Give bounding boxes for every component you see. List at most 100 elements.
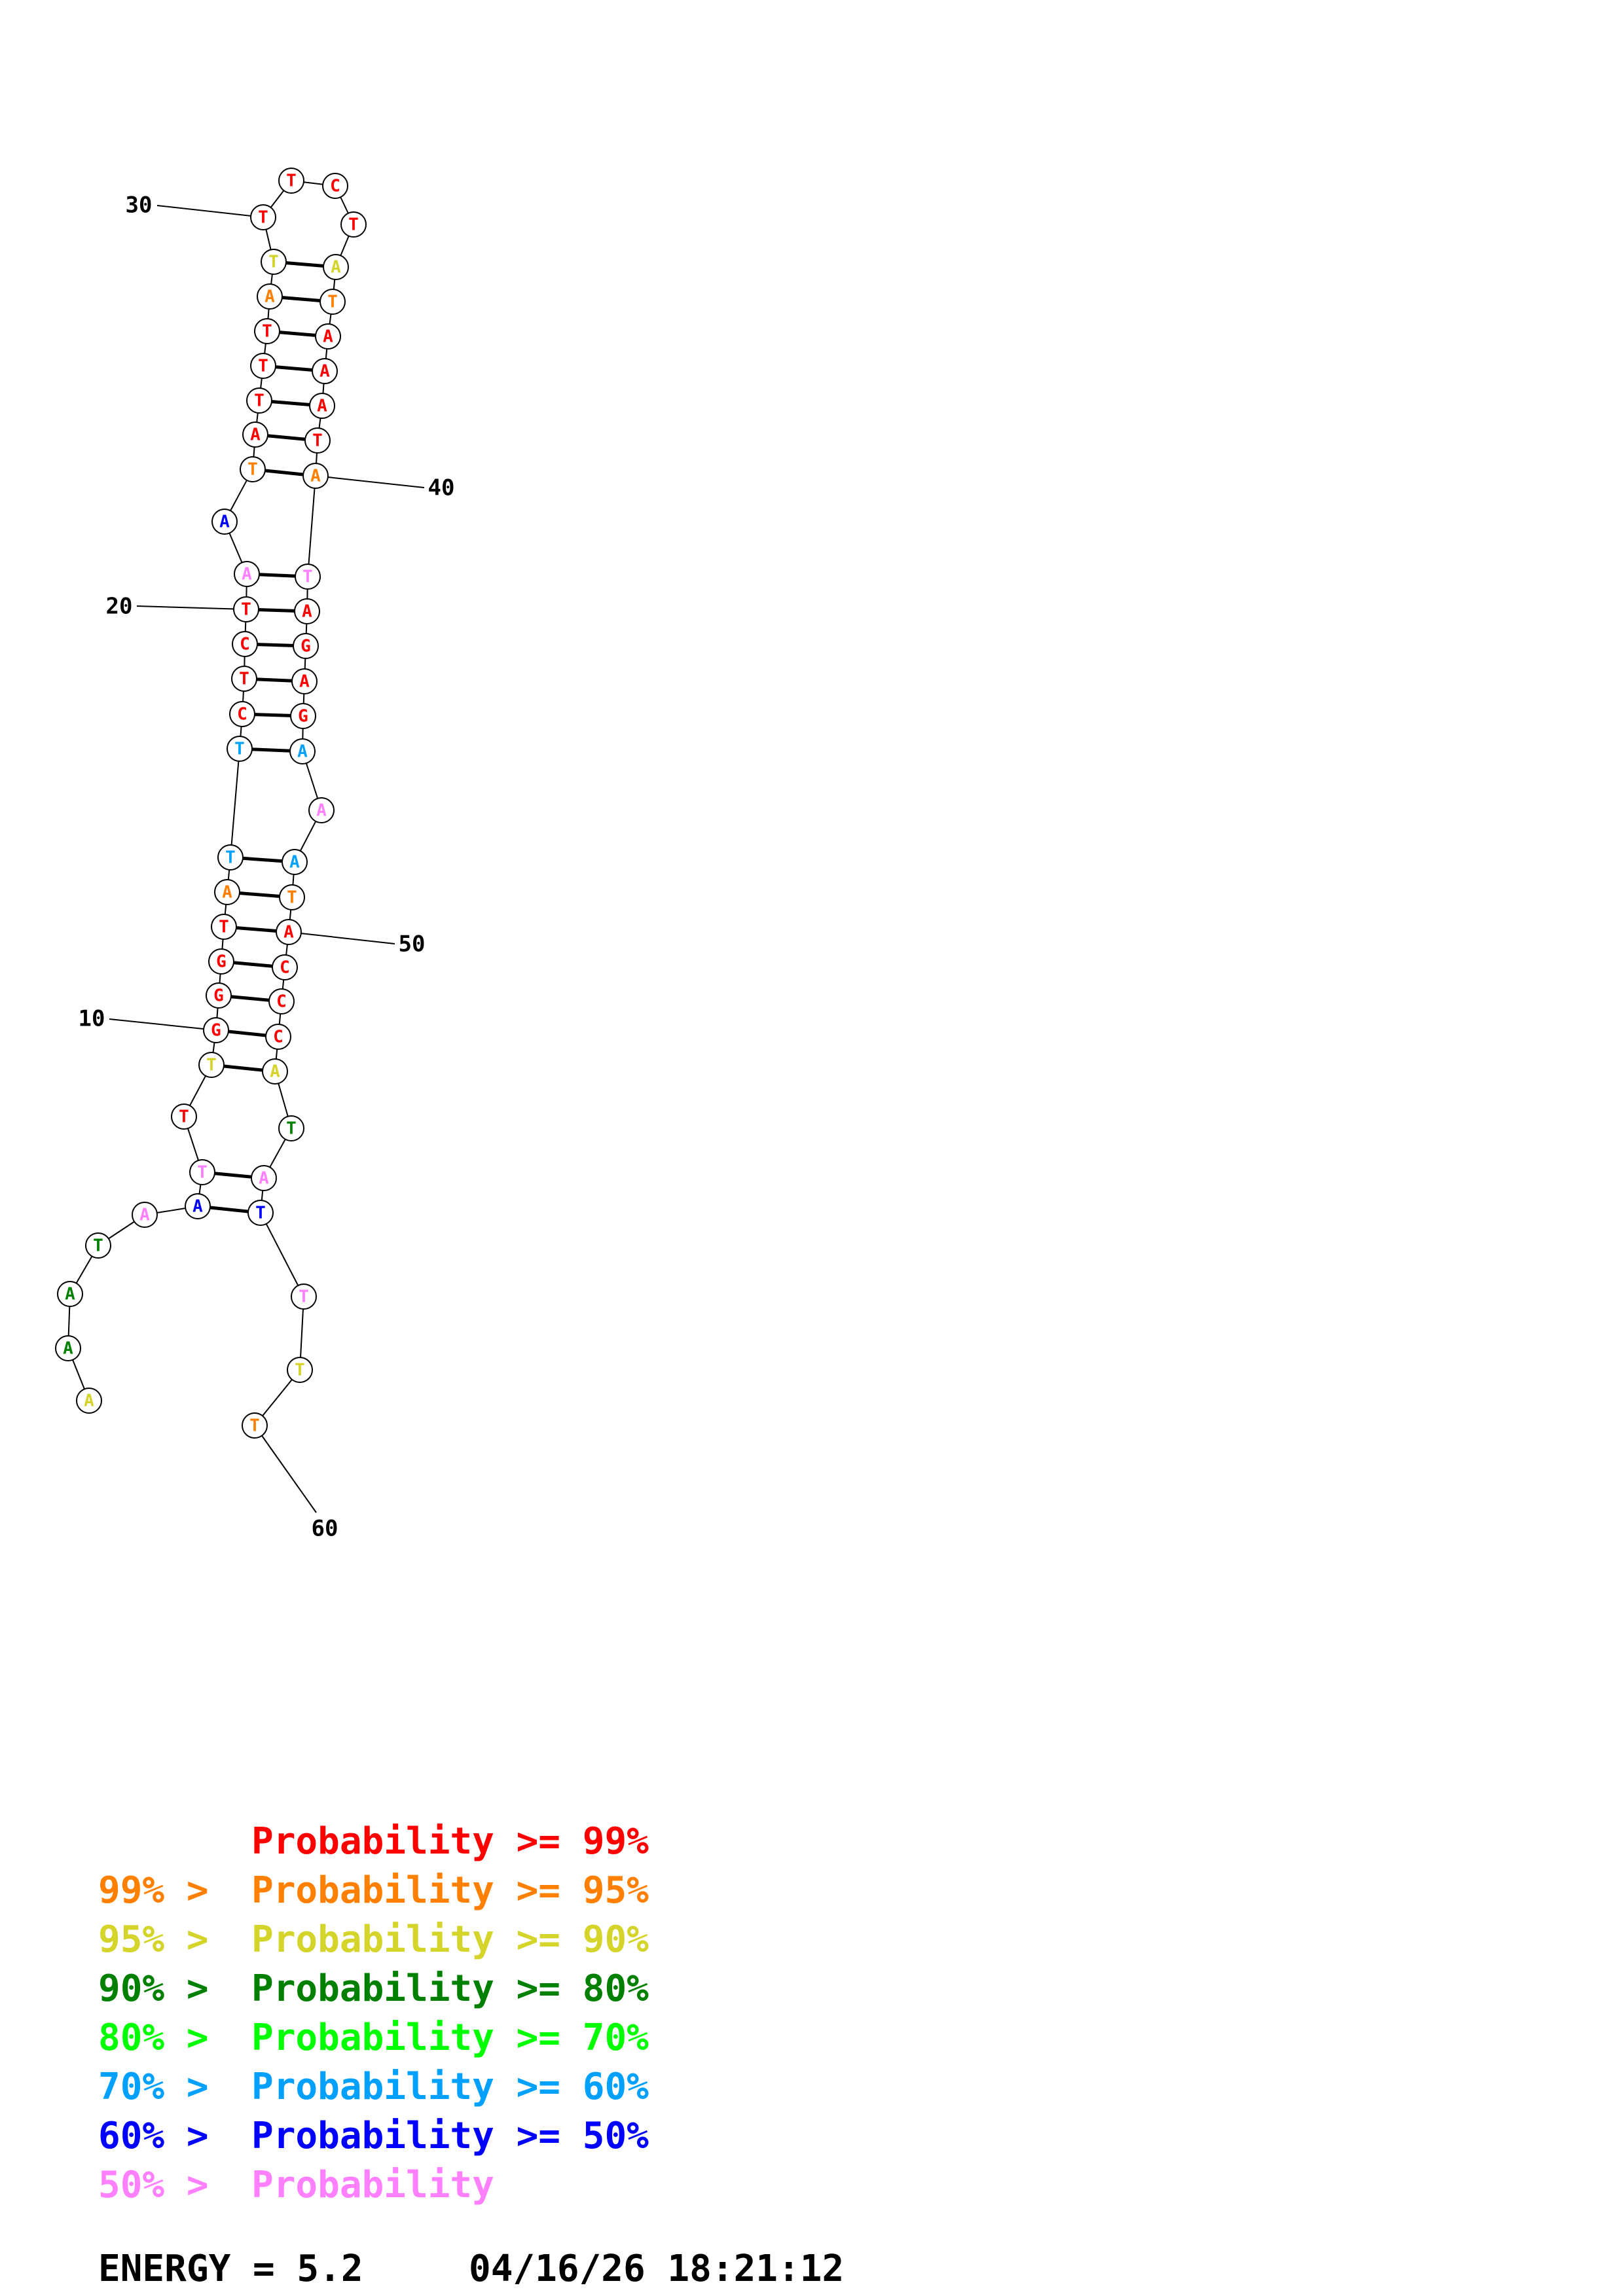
- nucleotide: T: [261, 249, 287, 275]
- probability-legend: Probability >= 99% 99% > Probability >= 9…: [98, 1820, 649, 2206]
- nucleotide: T: [85, 1232, 111, 1259]
- nucleotide: T: [250, 204, 276, 230]
- nucleotide-circle: [242, 422, 268, 448]
- nucleotide-circle: [240, 456, 266, 482]
- nucleotide-base: A: [299, 672, 310, 692]
- legend-prefix: 50% >: [98, 2164, 230, 2206]
- nucleotide: T: [227, 736, 253, 762]
- nucleotide-circle: [185, 1193, 211, 1219]
- nucleotide-circle: [227, 736, 253, 762]
- nucleotide-circle: [322, 173, 348, 199]
- nucleotide: A: [55, 1335, 81, 1361]
- position-label: 10: [79, 1006, 105, 1032]
- nucleotide-circle: [206, 982, 232, 1009]
- nucleotide-base: A: [259, 1169, 269, 1189]
- nucleotide-base: A: [323, 327, 333, 347]
- nucleotide-base: T: [197, 1163, 208, 1183]
- nucleotide-base: G: [216, 952, 227, 972]
- nucleotide-circle: [340, 211, 367, 238]
- nucleotide: T: [279, 884, 305, 910]
- nucleotide-base: T: [247, 460, 258, 480]
- nucleotide-circle: [203, 1017, 229, 1043]
- nucleotide-base: G: [213, 986, 224, 1006]
- position-label: 50: [399, 931, 426, 958]
- nucleotide: A: [185, 1193, 211, 1219]
- nucleotide: T: [250, 353, 276, 379]
- nucleotide: A: [234, 561, 260, 587]
- legend-entry: 60% > Probability >= 50%: [98, 2115, 649, 2157]
- nucleotide: T: [304, 427, 331, 454]
- nucleotide: T: [198, 1052, 225, 1078]
- nucleotide-base: G: [298, 707, 308, 726]
- nucleotide-base: A: [331, 258, 341, 278]
- nucleotide-circle: [304, 427, 331, 454]
- nucleotide-base: C: [240, 635, 250, 655]
- nucleotide: A: [294, 598, 320, 624]
- position-labels: 10 20 30 40 50 60: [79, 192, 455, 1542]
- nucleotide-base: T: [249, 1416, 260, 1436]
- nucleotide-circle: [315, 323, 341, 350]
- nucleotide-base: G: [211, 1021, 221, 1041]
- legend-entry: 99% > Probability >= 95%: [98, 1869, 649, 1912]
- nucleotide-base: A: [302, 602, 312, 622]
- nucleotide-base: T: [327, 293, 338, 312]
- nucleotide-base: T: [255, 1204, 266, 1223]
- legend-prefix: 80% >: [98, 2017, 230, 2059]
- nucleotide-base: T: [295, 1361, 305, 1380]
- nucleotide: A: [289, 738, 316, 764]
- nucleotide: G: [293, 633, 319, 659]
- nucleotide: A: [57, 1281, 83, 1307]
- position-leader-line: [254, 1425, 317, 1513]
- nucleotide-circle: [171, 1103, 197, 1130]
- nucleotide: T: [189, 1159, 215, 1185]
- nucleotide: T: [246, 387, 272, 414]
- position-leader-line: [288, 931, 395, 944]
- nucleotide-base: T: [286, 171, 297, 191]
- nucleotide-circle: [289, 738, 316, 764]
- position-label: 20: [106, 594, 133, 620]
- nucleotide-circle: [278, 1115, 304, 1141]
- nucleotide-circle: [247, 1200, 274, 1226]
- nucleotide-base: C: [237, 705, 247, 725]
- nucleotide-base: A: [319, 362, 330, 382]
- nucleotide-circle: [251, 1165, 277, 1191]
- nucleotide: T: [278, 1115, 304, 1141]
- nucleotide-circle: [250, 353, 276, 379]
- nucleotide-circle: [272, 954, 298, 980]
- nucleotide-circle: [208, 948, 234, 975]
- legend-prefix: 90% >: [98, 1967, 230, 2010]
- nucleotide-circle: [233, 596, 259, 622]
- nucleotide-base: A: [65, 1285, 75, 1304]
- backbone-segment: [230, 748, 240, 858]
- nucleotide: A: [76, 1388, 102, 1414]
- nucleotide-circle: [232, 631, 258, 657]
- nucleotide-base: A: [192, 1197, 203, 1217]
- nucleotide-base: A: [222, 883, 232, 903]
- nucleotide: A: [315, 323, 341, 350]
- nucleotide: A: [276, 919, 302, 945]
- nucleotide-circle: [278, 168, 304, 194]
- nucleotide: T: [291, 1283, 317, 1310]
- position-leader-line: [315, 475, 425, 488]
- nucleotide-circle: [211, 509, 238, 535]
- nucleotide-circle: [257, 283, 283, 310]
- nucleotide-base: T: [239, 670, 249, 689]
- nucleotide-circle: [231, 666, 257, 692]
- legend-label: Probability >= 80%: [251, 1967, 649, 2010]
- nucleotide-base: A: [317, 397, 327, 416]
- nucleotide-circle: [276, 919, 302, 945]
- nucleotide-base: C: [280, 958, 290, 978]
- nucleotide-base: A: [289, 853, 300, 872]
- nucleotide: T: [340, 211, 367, 238]
- nucleotide-circle: [132, 1202, 158, 1228]
- nucleotide-base: A: [242, 565, 252, 584]
- nucleotide-base: T: [268, 253, 279, 272]
- nucleotide-circle: [282, 849, 308, 875]
- nucleotide-circle: [250, 204, 276, 230]
- nucleotide-base: C: [276, 992, 287, 1012]
- nucleotide-base: T: [206, 1056, 217, 1075]
- nucleotide-base: T: [258, 208, 268, 228]
- nucleotide: C: [232, 631, 258, 657]
